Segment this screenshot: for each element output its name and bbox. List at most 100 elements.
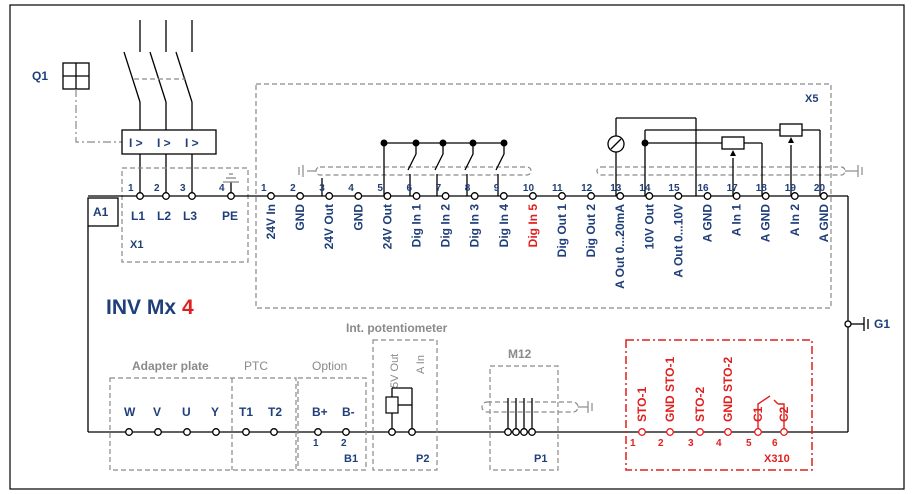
adapter-plate-section: Adapter plate PTC W V U Y T1 T2 [109,359,297,471]
x5-terminal-num-4: 4 [348,183,354,194]
x310-terminal-label-4: GND STO-2 [721,357,735,422]
x310-terminal-4 [724,428,732,436]
x5-terminal-num-12: 12 [581,183,593,194]
a1-box [87,197,119,227]
x5-terminal-label-4: GND [351,204,365,231]
x5-terminal-1 [267,192,275,200]
x5-terminal-label-2: GND [293,204,307,231]
x310-terminal-label-3: STO-2 [693,387,707,422]
x1-name: X1 [130,239,143,251]
x310-terminal-2 [666,428,674,436]
x1-terminal-4 [227,192,235,200]
x5-terminal-label-1: 24V In [264,204,278,239]
x5-terminal-num-20: 20 [814,183,826,194]
ptc-t2: T2 [268,405,282,419]
x5-terminal-2 [296,192,305,200]
x5-name: X5 [805,93,818,105]
x5-control-wiring [298,117,863,196]
option-num-2: 2 [341,438,347,449]
adapter-y: Y [211,405,219,419]
adapter-plate-title: Adapter plate [132,359,209,373]
x310-terminal-num-3: 3 [688,438,694,449]
x5-terminal-num-15: 15 [668,183,680,194]
x5-terminal-label-11: Dig Out 1 [555,204,569,258]
breaker-label-1: I > [129,136,143,150]
x5-terminal-num-7: 7 [436,183,442,194]
x310-contact-icon [757,395,785,432]
g1-label: G1 [874,317,890,331]
x5-terminal-num-5: 5 [377,183,383,194]
x1-terminals: 1 L1 2 L2 3 L3 4 PE [128,183,238,223]
x5-terminal-label-10: Dig In 5 [526,204,540,248]
potentiometer-section: Int. potentiometer 5V Out A In P2 [346,321,448,471]
x5-terminal-8 [470,192,479,200]
x5-terminal-20 [819,192,828,200]
outer-frame [9,4,905,490]
option-section: Option B+ B- 1 2 B1 [297,359,367,471]
adapter-v: V [153,405,161,419]
x310-terminal-num-5: 5 [746,438,752,449]
x5-terminal-num-19: 19 [785,183,797,194]
adapter-w: W [124,405,136,419]
x5-terminal-label-6: Dig In 1 [410,204,424,248]
x1-terminal-label-1: L1 [131,209,145,223]
m12-name: P1 [534,453,547,465]
q1-label: Q1 [32,69,48,83]
option-num-1: 1 [313,438,319,449]
x5-terminal-label-9: Dig In 4 [497,204,511,248]
option-title: Option [312,359,347,373]
x5-terminal-label-17: A In 1 [730,204,744,237]
device-name: INV Mx [106,296,176,319]
x1-region [121,167,249,263]
x1-terminal-num-2: 2 [154,183,160,194]
svg-text:INV Mx4: INV Mx 4 [106,296,194,319]
potentiometer-1-icon [721,136,745,150]
x310-terminal-label-2: GND STO-1 [663,357,677,422]
x5-terminal-14 [645,192,654,200]
x5-terminal-label-3: 24V Out [322,204,336,249]
x310-terminal-5 [754,428,762,436]
g1-ground: G1 [844,317,890,331]
option-b-minus: B- [342,405,355,419]
ptc-t1: T1 [239,405,253,419]
x310-terminal-num-1: 1 [630,438,636,449]
x5-terminal-label-7: Dig In 2 [439,204,453,248]
x5-terminal-num-18: 18 [756,183,768,194]
x5-terminal-4 [354,192,363,200]
x5-terminal-7 [441,192,450,200]
m12-title: M12 [508,347,532,361]
switch-blade-3 [175,51,193,103]
x310-terminals: 1 STO-1 2 GND STO-1 3 STO-2 4 GND STO-2 5 C1 6 C2 [630,357,791,449]
x5-terminal-label-20: A GND [817,204,831,243]
x5-terminal-5 [383,192,392,200]
x310-terminal-num-2: 2 [658,438,664,449]
ptc-title: PTC [244,359,268,373]
x5-terminal-label-5: 24V Out [380,204,394,249]
x5-terminal-label-15: A Out 0...10V [671,204,685,278]
x1-terminal-num-1: 1 [128,183,134,194]
x5-terminal-17 [732,192,741,200]
x5-terminal-label-19: A In 2 [788,204,802,237]
x5-terminal-15 [674,192,683,200]
x5-terminal-label-12: Dig Out 2 [584,204,598,258]
q1-breaker: Q1 I > I > I > [32,20,217,196]
m12-section: M12 P1 [481,347,593,471]
int-potentiometer-icon [385,396,399,414]
option-b-plus: B+ [312,405,328,419]
x1-terminal-label-2: L2 [157,209,171,223]
x5-terminal-16 [703,192,712,200]
x310-terminal-num-4: 4 [716,438,722,449]
x1-terminal-num-3: 3 [180,183,186,194]
switch-blade-2 [149,51,167,103]
x5-terminal-num-3: 3 [319,183,325,194]
device-number: 4 [182,296,194,319]
overcurrent-release [121,129,217,155]
x5-terminal-num-2: 2 [290,183,296,194]
x310-terminal-label-5: C1 [751,406,765,422]
x5-terminal-label-8: Dig In 3 [468,204,482,248]
x5-terminals: 1 24V In 2 GND 3 24V Out 4 GND 5 24V Out 6 Dig In 1… [261,183,831,289]
pot-5v-out: 5V Out [389,354,401,388]
x5-terminal-num-16: 16 [698,183,710,194]
x310-terminal-label-1: STO-1 [635,387,649,422]
breaker-label-2: I > [157,136,171,150]
